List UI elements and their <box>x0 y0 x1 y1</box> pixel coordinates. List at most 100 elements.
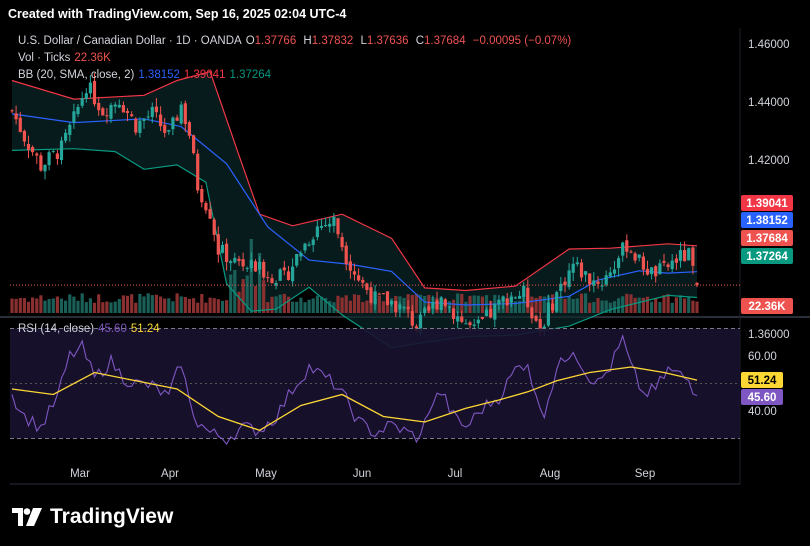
candle-body[interactable] <box>369 287 373 303</box>
candle-body[interactable] <box>662 261 666 263</box>
candle-body[interactable] <box>245 267 249 269</box>
candle-body[interactable] <box>633 253 637 261</box>
candle-body[interactable] <box>555 292 559 312</box>
candle-body[interactable] <box>650 267 654 275</box>
candle-body[interactable] <box>398 304 402 310</box>
candle-body[interactable] <box>105 115 109 117</box>
candle-body[interactable] <box>456 316 460 322</box>
candle-body[interactable] <box>489 308 493 318</box>
candle-body[interactable] <box>493 304 497 320</box>
price-axis[interactable]: 1.460001.440001.420001.400001.3600060.00… <box>748 39 790 418</box>
candle-body[interactable] <box>480 316 484 319</box>
candle-body[interactable] <box>92 80 97 105</box>
candle-body[interactable] <box>208 209 212 219</box>
candle-body[interactable] <box>22 130 26 142</box>
candle-body[interactable] <box>233 257 237 263</box>
candle-body[interactable] <box>39 155 43 171</box>
candle-body[interactable] <box>513 297 517 299</box>
candle-body[interactable] <box>645 268 650 275</box>
candle-body[interactable] <box>35 153 39 156</box>
candle-body[interactable] <box>592 280 596 286</box>
candle-body[interactable] <box>435 300 439 310</box>
candle-body[interactable] <box>579 262 584 278</box>
candle-body[interactable] <box>484 309 489 316</box>
candle-body[interactable] <box>538 319 542 330</box>
candle-body[interactable] <box>192 135 196 154</box>
candle-body[interactable] <box>258 261 262 270</box>
candle-body[interactable] <box>274 283 278 286</box>
ohlc-legend[interactable]: U.S. Dollar / Canadian Dollar · 1D · OAN… <box>18 35 575 47</box>
candle-body[interactable] <box>584 271 588 275</box>
candle-body[interactable] <box>187 122 191 136</box>
candle-body[interactable] <box>212 219 216 235</box>
candle-body[interactable] <box>200 189 204 203</box>
candle-body[interactable] <box>340 237 344 248</box>
candle-body[interactable] <box>509 296 513 303</box>
candle-body[interactable] <box>159 114 163 127</box>
candle-body[interactable] <box>497 299 501 305</box>
candle-body[interactable] <box>303 243 307 251</box>
candle-body[interactable] <box>365 283 369 290</box>
candle-body[interactable] <box>674 258 678 263</box>
candle-body[interactable] <box>546 302 550 326</box>
tradingview-logo[interactable]: TradingView <box>12 505 173 529</box>
candle-body[interactable] <box>451 308 456 319</box>
candle-body[interactable] <box>427 306 431 311</box>
candle-body[interactable] <box>637 254 641 258</box>
candle-body[interactable] <box>55 153 59 160</box>
candle-body[interactable] <box>262 262 266 278</box>
candle-body[interactable] <box>134 118 138 133</box>
bb-label[interactable]: BB (20, SMA, close, 2) <box>18 69 135 81</box>
candle-body[interactable] <box>18 117 22 132</box>
candle-body[interactable] <box>64 132 68 141</box>
candle-body[interactable] <box>130 114 134 117</box>
candle-body[interactable] <box>249 259 253 269</box>
candle-body[interactable] <box>286 271 291 280</box>
candle-body[interactable] <box>604 275 608 285</box>
bb-legend[interactable]: BB (20, SMA, close, 2) 1.38152 1.39041 1.37… <box>18 69 275 81</box>
candle-body[interactable] <box>167 130 171 132</box>
candle-body[interactable] <box>468 322 472 326</box>
candle-body[interactable] <box>658 263 662 275</box>
candle-body[interactable] <box>348 261 352 271</box>
candle-body[interactable] <box>291 266 295 282</box>
candle-body[interactable] <box>518 295 522 299</box>
candle-body[interactable] <box>575 262 579 265</box>
candle-body[interactable] <box>625 240 629 252</box>
candle-body[interactable] <box>361 279 365 283</box>
candle-body[interactable] <box>43 164 47 172</box>
candle-body[interactable] <box>76 106 80 115</box>
candle-body[interactable] <box>439 297 443 310</box>
candle-body[interactable] <box>278 269 282 281</box>
candle-body[interactable] <box>113 104 117 107</box>
candle-body[interactable] <box>534 315 538 321</box>
candle-body[interactable] <box>121 105 125 113</box>
candle-body[interactable] <box>588 273 592 285</box>
candle-body[interactable] <box>179 104 183 124</box>
candle-body[interactable] <box>270 278 274 284</box>
candle-body[interactable] <box>678 250 683 261</box>
candle-body[interactable] <box>542 326 546 329</box>
candle-body[interactable] <box>183 103 187 125</box>
candle-body[interactable] <box>88 82 92 94</box>
candle-body[interactable] <box>163 124 167 133</box>
candle-body[interactable] <box>315 226 319 238</box>
candle-body[interactable] <box>464 323 468 325</box>
candle-body[interactable] <box>146 116 150 118</box>
candle-body[interactable] <box>117 104 121 108</box>
candle-body[interactable] <box>629 251 633 253</box>
candle-body[interactable] <box>311 239 315 245</box>
candle-body[interactable] <box>505 298 509 305</box>
candle-body[interactable] <box>319 225 324 228</box>
candle-body[interactable] <box>47 152 51 166</box>
rsi-label[interactable]: RSI (14, close) <box>18 323 95 335</box>
candle-body[interactable] <box>612 269 617 274</box>
candle-body[interactable] <box>423 308 427 314</box>
candle-body[interactable] <box>567 270 571 288</box>
candle-body[interactable] <box>526 287 530 307</box>
candle-body[interactable] <box>171 117 175 130</box>
candle-body[interactable] <box>332 216 336 226</box>
candle-body[interactable] <box>476 319 480 324</box>
candle-body[interactable] <box>641 256 645 270</box>
candle-body[interactable] <box>196 153 200 191</box>
